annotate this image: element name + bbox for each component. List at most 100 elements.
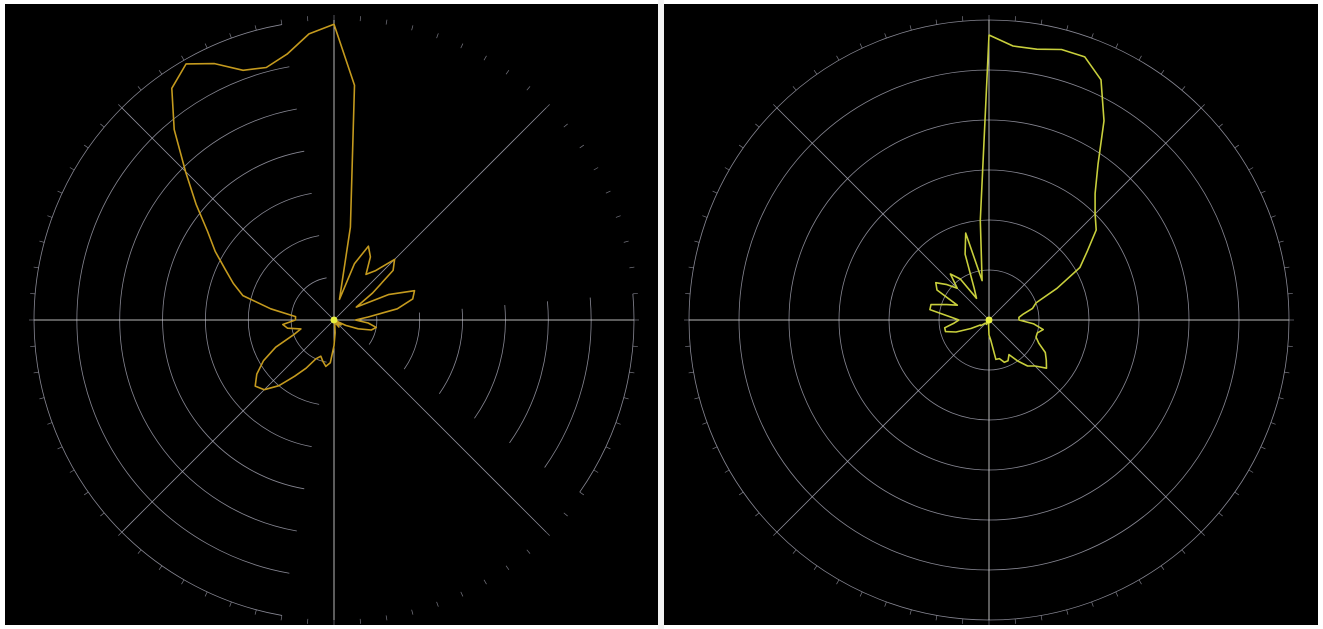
angle-tick — [137, 549, 142, 554]
angle-tick — [545, 104, 550, 109]
angle-tick — [1248, 167, 1254, 171]
angle-tick — [1066, 609, 1069, 615]
angle-tick — [204, 43, 208, 49]
angle-tick — [57, 190, 63, 194]
angle-tick — [69, 167, 75, 171]
angle-tick — [33, 371, 39, 374]
angle-tick — [1160, 69, 1165, 75]
angle-tick — [57, 446, 63, 450]
angle-tick — [1181, 86, 1186, 91]
right-polar-plot-area — [684, 15, 1294, 625]
angle-tick — [773, 104, 778, 109]
angle-tick — [1260, 446, 1266, 450]
polar-ring-arc — [544, 297, 592, 468]
angle-tick — [158, 565, 163, 571]
angle-tick — [100, 123, 105, 128]
angle-tick — [460, 591, 464, 597]
angle-tick — [563, 123, 568, 128]
angle-tick — [1115, 591, 1119, 597]
series-line — [171, 23, 416, 391]
right-polar-chart — [664, 4, 1318, 625]
angle-tick — [1284, 371, 1290, 374]
polar-ring-arc — [579, 293, 635, 493]
angle-tick — [483, 579, 487, 585]
angle-tick — [1040, 19, 1043, 25]
angle-tick — [1248, 469, 1254, 473]
angle-tick — [483, 55, 487, 61]
angle-tick — [909, 25, 912, 31]
angle-tick — [688, 266, 694, 269]
angle-tick — [1284, 266, 1290, 269]
angle-tick — [254, 609, 257, 615]
angle-tick — [47, 215, 53, 218]
angle-tick — [137, 86, 142, 91]
angle-tick — [33, 266, 39, 269]
angle-tick — [181, 579, 185, 585]
angle-tick — [1200, 104, 1205, 109]
angle-tick — [738, 491, 744, 496]
angle-tick — [280, 19, 283, 25]
panel-divider — [658, 0, 664, 629]
angle-tick — [1040, 615, 1043, 621]
angle-tick — [118, 531, 123, 536]
angle-tick — [935, 615, 938, 621]
angle-tick — [545, 531, 550, 536]
angle-tick — [773, 531, 778, 536]
angle-tick — [694, 240, 700, 243]
left-polar-plot-area — [29, 15, 639, 625]
angle-tick — [39, 397, 45, 400]
angle-tick — [83, 144, 89, 149]
angle-tick — [1138, 55, 1142, 61]
angle-tick — [884, 601, 887, 607]
series-line — [929, 34, 1105, 369]
angle-tick — [836, 579, 840, 585]
origin-marker — [985, 316, 993, 324]
angle-tick — [1138, 579, 1142, 585]
angle-tick — [1218, 123, 1223, 128]
angle-tick — [738, 144, 744, 149]
angle-tick — [1278, 397, 1284, 400]
angle-tick — [935, 19, 938, 25]
angle-tick — [1260, 190, 1266, 194]
angle-tick — [411, 25, 414, 31]
left-polar-chart — [5, 4, 658, 625]
polar-spoke — [988, 319, 1202, 533]
angle-tick — [1270, 422, 1276, 425]
angle-tick — [605, 190, 611, 194]
angle-tick — [593, 469, 599, 473]
angle-tick — [724, 167, 730, 171]
polar-ring-arc — [368, 316, 378, 345]
angle-tick — [1160, 565, 1165, 571]
angle-tick — [460, 43, 464, 49]
angle-tick — [563, 512, 568, 517]
angle-tick — [100, 512, 105, 517]
polar-spoke — [776, 319, 990, 533]
angle-tick — [1278, 240, 1284, 243]
angle-tick — [813, 565, 818, 571]
angle-tick — [694, 397, 700, 400]
angle-tick — [1234, 144, 1240, 149]
angle-tick — [615, 215, 621, 218]
angle-tick — [1181, 549, 1186, 554]
angle-tick — [181, 55, 185, 61]
angle-tick — [702, 215, 708, 218]
angle-tick — [229, 601, 232, 607]
origin-marker — [330, 316, 338, 324]
angle-tick — [280, 615, 283, 621]
angle-tick — [688, 371, 694, 374]
angle-tick — [579, 491, 585, 496]
angle-tick — [813, 69, 818, 75]
angle-tick — [1218, 512, 1223, 517]
angle-tick — [702, 422, 708, 425]
angle-tick — [579, 144, 585, 149]
angle-tick — [593, 167, 599, 171]
angle-tick — [1066, 25, 1069, 31]
polar-ring-arc — [509, 301, 549, 444]
angle-tick — [436, 33, 439, 39]
polar-spoke — [121, 319, 335, 533]
angle-tick — [385, 615, 388, 621]
angle-tick — [47, 422, 53, 425]
angle-tick — [254, 25, 257, 31]
polar-spoke — [121, 107, 335, 321]
angle-tick — [884, 33, 887, 39]
